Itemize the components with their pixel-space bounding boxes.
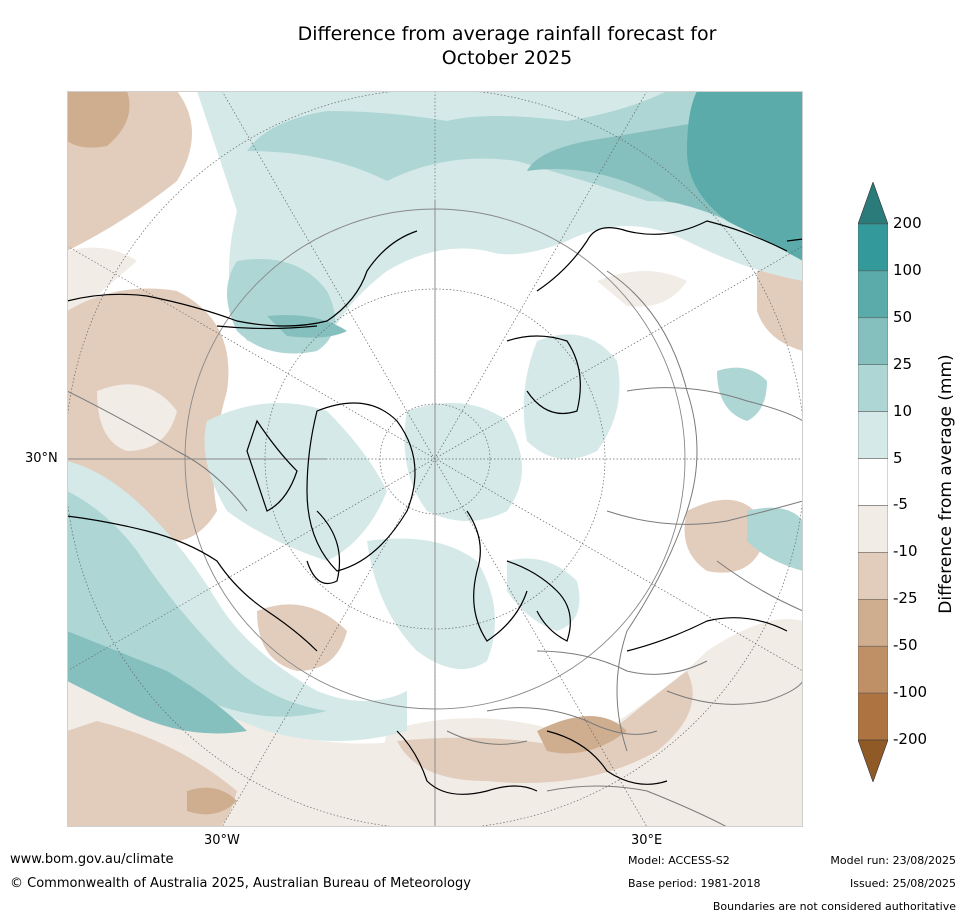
colorbar-tick-label: -100 bbox=[893, 683, 928, 702]
colorbar-swatch bbox=[858, 317, 888, 365]
latitude-label-30n: 30°N bbox=[25, 451, 58, 466]
colorbar-swatch bbox=[858, 692, 888, 741]
colorbar-tick-label: 25 bbox=[893, 354, 913, 373]
footer-disclaimer: Boundaries are not considered authoritat… bbox=[712, 900, 956, 913]
footer-model-run: Model run: 23/08/2025 bbox=[830, 854, 956, 867]
dry-anomaly-regions bbox=[67, 91, 803, 827]
colorbar-title: Difference from average (mm) bbox=[936, 354, 956, 614]
coastlines bbox=[67, 220, 803, 795]
colorbar-tick-label: -5 bbox=[893, 495, 908, 514]
colorbar-swatch bbox=[858, 411, 888, 459]
colorbar-tick-label: 5 bbox=[893, 448, 903, 467]
colorbar bbox=[858, 182, 888, 782]
footer-issued: Issued: 25/08/2025 bbox=[849, 877, 956, 890]
colorbar-swatch bbox=[858, 270, 888, 319]
colorbar-extend-bottom bbox=[858, 739, 888, 782]
colorbar-swatch bbox=[858, 645, 888, 694]
footer-base-period: Base period: 1981-2018 bbox=[628, 877, 761, 890]
colorbar-swatch bbox=[858, 223, 888, 272]
colorbar-tick-label: 200 bbox=[893, 214, 922, 232]
colorbar-tick-label: 10 bbox=[893, 401, 913, 420]
longitude-label-30w: 30°W bbox=[204, 833, 240, 848]
longitude-label-30e: 30°E bbox=[631, 833, 663, 848]
colorbar-tick-label: 100 bbox=[893, 260, 922, 279]
colorbar-tick-label: -10 bbox=[893, 542, 918, 561]
country-boundaries bbox=[67, 270, 803, 827]
colorbar-tick-label: -200 bbox=[893, 730, 928, 748]
footer-website: www.bom.gov.au/climate bbox=[10, 852, 174, 867]
map-title-line1: Difference from average rainfall forecas… bbox=[297, 23, 717, 45]
map-title: Difference from average rainfall forecas… bbox=[0, 22, 965, 70]
colorbar-swatch bbox=[858, 505, 888, 553]
colorbar-swatch bbox=[858, 552, 888, 600]
rainfall-anomaly-map bbox=[67, 91, 803, 827]
footer-model: Model: ACCESS-S2 bbox=[628, 854, 730, 867]
colorbar-tick-label: 50 bbox=[893, 307, 913, 326]
colorbar-tick-label: -25 bbox=[893, 589, 918, 608]
footer-copyright: © Commonwealth of Australia 2025, Austra… bbox=[10, 876, 471, 891]
graticule-solid bbox=[67, 201, 686, 827]
colorbar-swatch bbox=[858, 599, 888, 647]
colorbar-swatch bbox=[858, 458, 888, 506]
colorbar-extend-top bbox=[858, 182, 888, 225]
colorbar-swatch bbox=[858, 364, 888, 412]
map-title-line2: October 2025 bbox=[441, 47, 573, 69]
colorbar-tick-label: -50 bbox=[893, 636, 918, 655]
